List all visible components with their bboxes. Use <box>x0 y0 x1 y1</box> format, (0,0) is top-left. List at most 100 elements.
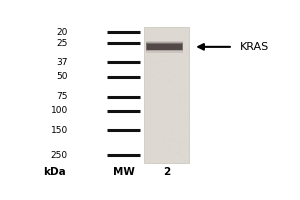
Bar <box>164 103 167 104</box>
Bar <box>160 66 162 67</box>
Bar <box>178 123 180 124</box>
Bar <box>169 42 171 43</box>
Bar <box>179 95 181 96</box>
Bar <box>153 67 156 68</box>
Bar <box>167 39 169 40</box>
Bar <box>156 72 159 73</box>
Bar <box>147 53 149 54</box>
Bar <box>184 46 185 47</box>
Bar <box>158 83 160 84</box>
Bar <box>168 79 172 81</box>
Bar <box>152 74 153 75</box>
Bar <box>174 63 176 64</box>
Bar <box>175 80 177 81</box>
Bar <box>164 81 167 82</box>
Bar <box>180 139 182 140</box>
Bar <box>169 83 173 84</box>
Bar <box>177 143 180 144</box>
Bar <box>148 108 151 109</box>
Text: 250: 250 <box>51 151 68 160</box>
Text: 25: 25 <box>56 39 68 48</box>
Bar <box>158 109 160 110</box>
Bar <box>147 29 148 30</box>
Bar <box>154 97 156 98</box>
Text: 100: 100 <box>50 106 68 115</box>
Bar <box>151 49 153 50</box>
Bar <box>171 30 172 31</box>
Bar <box>182 81 184 82</box>
Bar <box>171 123 175 124</box>
Text: kDa: kDa <box>43 167 65 177</box>
Bar <box>164 151 166 152</box>
Bar <box>163 139 165 140</box>
Bar <box>153 152 154 153</box>
Bar <box>152 126 154 127</box>
Bar <box>170 64 173 65</box>
Bar <box>185 124 188 125</box>
Bar <box>177 94 180 95</box>
Bar <box>156 114 159 115</box>
Bar <box>174 36 177 37</box>
Bar <box>161 61 164 62</box>
Bar <box>165 68 168 69</box>
Bar <box>164 66 167 67</box>
Bar <box>167 147 169 148</box>
Bar <box>171 122 173 123</box>
Bar <box>182 141 184 142</box>
Bar <box>184 118 186 119</box>
Bar <box>159 41 161 42</box>
Text: 50: 50 <box>56 72 68 81</box>
Bar <box>168 128 171 129</box>
Bar <box>173 52 176 53</box>
Bar <box>165 65 168 66</box>
Bar <box>174 143 177 144</box>
Bar <box>157 71 159 72</box>
Bar <box>146 42 183 51</box>
Bar <box>185 42 187 43</box>
Bar <box>154 51 156 52</box>
Bar <box>160 148 161 149</box>
Bar <box>174 58 177 59</box>
Bar <box>168 108 171 109</box>
Bar <box>177 71 180 72</box>
Bar <box>186 145 189 146</box>
Bar <box>181 51 184 52</box>
Bar <box>174 134 178 135</box>
Bar <box>148 70 151 72</box>
Bar <box>149 62 152 63</box>
Bar <box>156 84 159 85</box>
Bar <box>151 159 153 160</box>
Bar <box>161 143 164 144</box>
Bar <box>181 95 183 96</box>
Bar <box>186 139 187 140</box>
Bar <box>152 33 153 34</box>
Bar <box>179 96 181 97</box>
Bar <box>148 84 151 85</box>
Bar <box>146 43 183 50</box>
Bar <box>183 33 187 34</box>
Bar <box>170 38 172 39</box>
Bar <box>183 118 186 119</box>
Bar <box>150 87 153 88</box>
Bar <box>185 96 188 97</box>
Bar <box>151 73 152 74</box>
Bar <box>178 126 182 127</box>
Bar <box>178 68 181 69</box>
Bar <box>169 42 172 43</box>
Bar <box>185 89 188 90</box>
Bar <box>177 45 181 46</box>
Bar <box>157 62 159 63</box>
Bar <box>153 75 157 76</box>
Bar <box>178 99 181 100</box>
Bar <box>171 117 174 118</box>
Bar <box>148 49 151 50</box>
Bar <box>147 44 182 50</box>
Bar <box>153 105 156 106</box>
Bar <box>167 149 171 151</box>
Bar <box>161 97 165 98</box>
Bar <box>158 29 160 30</box>
Bar <box>151 28 152 29</box>
Bar <box>172 91 173 92</box>
Bar <box>171 125 174 126</box>
Bar <box>158 107 160 108</box>
